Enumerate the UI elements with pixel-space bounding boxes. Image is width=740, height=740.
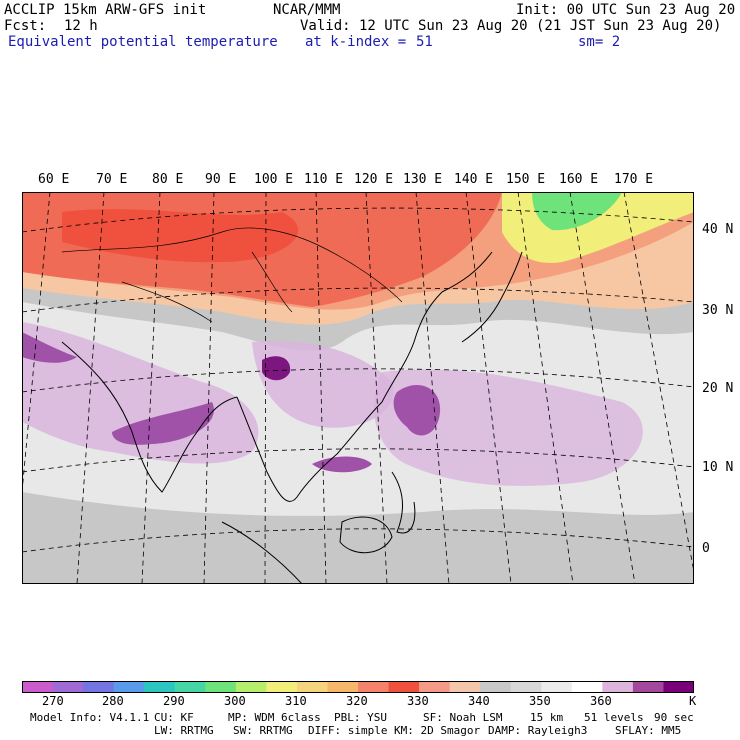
colorbar [22, 681, 694, 693]
lat-label: 30 N [702, 303, 734, 318]
lon-label: 120 E [354, 172, 394, 187]
lon-label: 170 E [614, 172, 654, 187]
valid-time: Valid: 12 UTC Sun 23 Aug 20 (21 JST Sun … [300, 18, 722, 34]
model-info-pbl: PBL: YSU [334, 711, 387, 724]
colorbar-swatch [602, 681, 634, 693]
coastline-philippines [391, 471, 416, 534]
purple-core-scs [312, 456, 372, 473]
colorbar-swatch [480, 681, 512, 693]
field-name: Equivalent potential temperature [8, 34, 278, 50]
lon-label: 130 E [403, 172, 443, 187]
colorbar-swatch [388, 681, 420, 693]
border-lines [61, 227, 403, 323]
colorbar-swatch [510, 681, 542, 693]
colorbar-tick: 330 [407, 694, 429, 708]
tropical-gray-band [22, 492, 694, 584]
colorbar-swatch [419, 681, 451, 693]
colorbar-swatch [22, 681, 54, 693]
colorbar-tick: 340 [468, 694, 490, 708]
coastline-indochina [236, 396, 383, 502]
purple-core-arabian [22, 332, 77, 363]
level-value: 51 [416, 34, 433, 50]
colorbar-tick: 280 [102, 694, 124, 708]
colorbar-border [22, 681, 694, 693]
coastline-japan [461, 251, 523, 343]
model-info-km: KM: 2D Smagor [394, 724, 481, 737]
colorbar-unit: K [689, 694, 697, 708]
model-info-resolution: 15 km [530, 711, 564, 724]
forecast-hours: 12 h [64, 18, 98, 34]
lat-label: 0 [702, 541, 710, 556]
graticule [22, 192, 694, 584]
lat-label: 10 N [702, 460, 734, 475]
colorbar-swatch [113, 681, 145, 693]
colorbar-swatch [449, 681, 481, 693]
model-info-damp: DAMP: Rayleigh3 [488, 724, 588, 737]
model-title: ACCLIP 15km ARW-GFS init [4, 2, 207, 18]
colorbar-swatch [144, 681, 176, 693]
colorbar-swatch [663, 681, 694, 693]
colorbar-swatch [632, 681, 664, 693]
purple-core-philippine-sea [393, 384, 441, 436]
lavender-region-pacific [373, 369, 643, 486]
lon-label: 80 E [152, 172, 184, 187]
lon-label: 150 E [506, 172, 546, 187]
model-info-sflay: SFLAY: MM5 [615, 724, 682, 737]
colorbar-tick: 270 [42, 694, 64, 708]
smoothing-label: sm= 2 [578, 34, 621, 50]
colorbar-swatch [205, 681, 237, 693]
model-info-lw: LW: RRTMG [154, 724, 214, 737]
colorbar-swatch [52, 681, 84, 693]
model-info-sf: SF: Noah LSM [423, 711, 503, 724]
lon-label: 110 E [304, 172, 344, 187]
org-label: NCAR/MMM [273, 2, 341, 18]
lat-label: 20 N [702, 381, 734, 396]
coastline-india [61, 341, 238, 493]
lon-label: 140 E [454, 172, 494, 187]
lon-label: 70 E [96, 172, 128, 187]
purple-core-india [112, 402, 214, 445]
colorbar-swatch [266, 681, 298, 693]
colorbar-swatch [327, 681, 359, 693]
model-info-levels: 51 levels [584, 711, 644, 724]
colorbar-swatch [571, 681, 603, 693]
green-region [532, 192, 622, 231]
colorbar-swatch [83, 681, 115, 693]
map-border [22, 192, 694, 584]
colorbar-tick: 350 [529, 694, 551, 708]
lon-label: 160 E [559, 172, 599, 187]
purple-core-tibet [262, 356, 291, 381]
colorbar-swatch [235, 681, 267, 693]
colorbar-tick: 310 [285, 694, 307, 708]
forecast-label: Fcst: [4, 18, 47, 34]
colorbar-tick: 290 [163, 694, 185, 708]
colorbar-swatch [296, 681, 328, 693]
model-info-cu: CU: KF [154, 711, 194, 724]
colorbar-swatch [174, 681, 206, 693]
lat-label: 40 N [702, 222, 734, 237]
lon-label: 90 E [205, 172, 237, 187]
lon-label: 60 E [38, 172, 70, 187]
model-info-version: Model Info: V4.1.1 [30, 711, 150, 724]
colorbar-swatch [541, 681, 573, 693]
init-time: Init: 00 UTC Sun 23 Aug 20 [516, 2, 736, 18]
level-label: at k-index = [305, 34, 407, 50]
colorbar-tick: 360 [590, 694, 612, 708]
coastline-borneo [339, 516, 393, 554]
coastline-sumatra [221, 521, 303, 584]
model-info-diff: DIFF: simple [308, 724, 388, 737]
colorbar-tick: 320 [346, 694, 368, 708]
map-plot [22, 192, 694, 584]
coastline-china [381, 251, 493, 403]
colorbar-tick: 300 [224, 694, 246, 708]
model-info-timestep: 90 sec [654, 711, 694, 724]
model-info-sw: SW: RRTMG [233, 724, 293, 737]
model-info-mp: MP: WDM 6class [228, 711, 321, 724]
lon-label: 100 E [254, 172, 294, 187]
colorbar-swatch [358, 681, 390, 693]
